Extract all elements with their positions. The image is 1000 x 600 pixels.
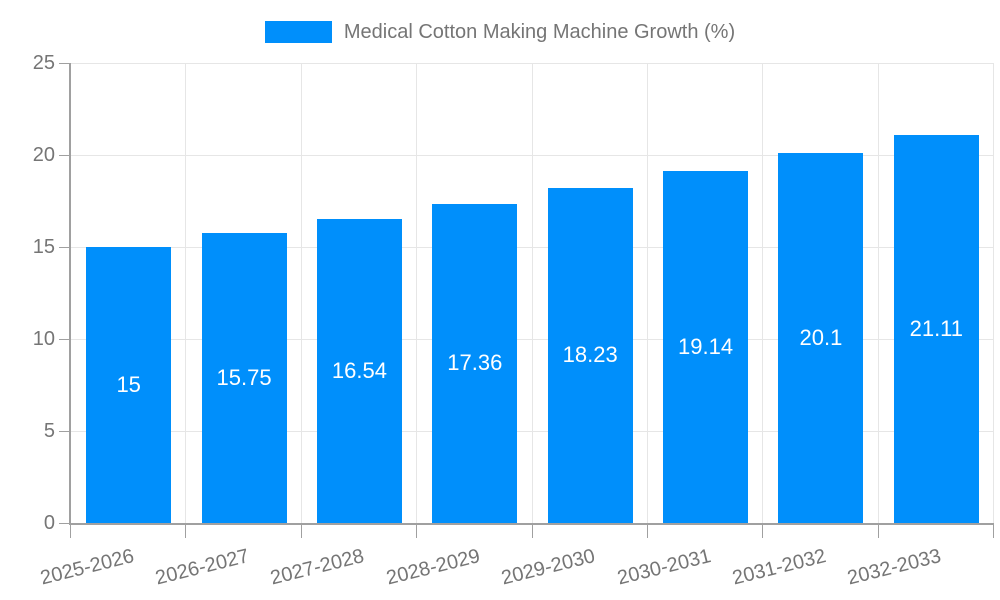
plot-area: 15 15.75 16.54 17.36 18.23 19.14 20.1 21.11 [59,63,994,538]
gridline-horizontal [71,431,994,432]
x-tick-mark [646,525,648,538]
x-tick-mark [300,525,302,538]
y-tick-mark [59,339,69,340]
bar-2026-2027[interactable] [201,233,287,523]
gridline-vertical [762,63,764,523]
y-axis-tick-label: 25 [32,52,55,74]
gridline-horizontal [71,155,994,156]
legend-label: Medical Cotton Making Machine Growth (%) [343,21,736,43]
bar-2032-2033[interactable] [893,134,979,523]
x-tick-mark [531,525,533,538]
bar-2027-2028[interactable] [316,218,402,523]
y-tick-mark [59,247,69,248]
y-axis-tick-label: 20 [32,144,55,166]
gridline-vertical [300,63,302,523]
y-axis-tick-label: 10 [32,328,55,350]
chart-legend[interactable]: Medical Cotton Making Machine Growth (%) [0,14,1000,50]
y-axis-tick-label: 0 [43,512,55,534]
gridline-horizontal [71,247,994,248]
gridline-horizontal [71,339,994,340]
bar-2031-2032[interactable] [778,153,864,523]
x-tick-mark [416,525,418,538]
bar-2030-2031[interactable] [663,170,749,523]
gridline-vertical [416,63,418,523]
gridline-vertical [646,63,648,523]
bar-2028-2029[interactable] [432,203,518,523]
y-axis-tick-label: 5 [43,420,55,442]
legend-swatch-icon [264,21,332,43]
x-tick-mark [877,525,879,538]
gridline-vertical [531,63,533,523]
x-tick-mark [185,525,187,538]
y-tick-mark [59,523,69,524]
bar-2029-2030[interactable] [547,187,633,523]
x-tick-mark [993,525,994,538]
gridline-vertical [993,63,994,523]
x-tick-mark [70,525,71,538]
y-axis-tick-label: 15 [32,236,55,258]
gridline-vertical [185,63,187,523]
bar-2025-2026[interactable] [86,247,172,523]
y-tick-mark [59,155,69,156]
gridline-vertical [877,63,879,523]
x-tick-mark [762,525,764,538]
y-tick-mark [59,431,69,432]
gridline-horizontal [71,63,994,64]
y-tick-mark [59,63,69,64]
